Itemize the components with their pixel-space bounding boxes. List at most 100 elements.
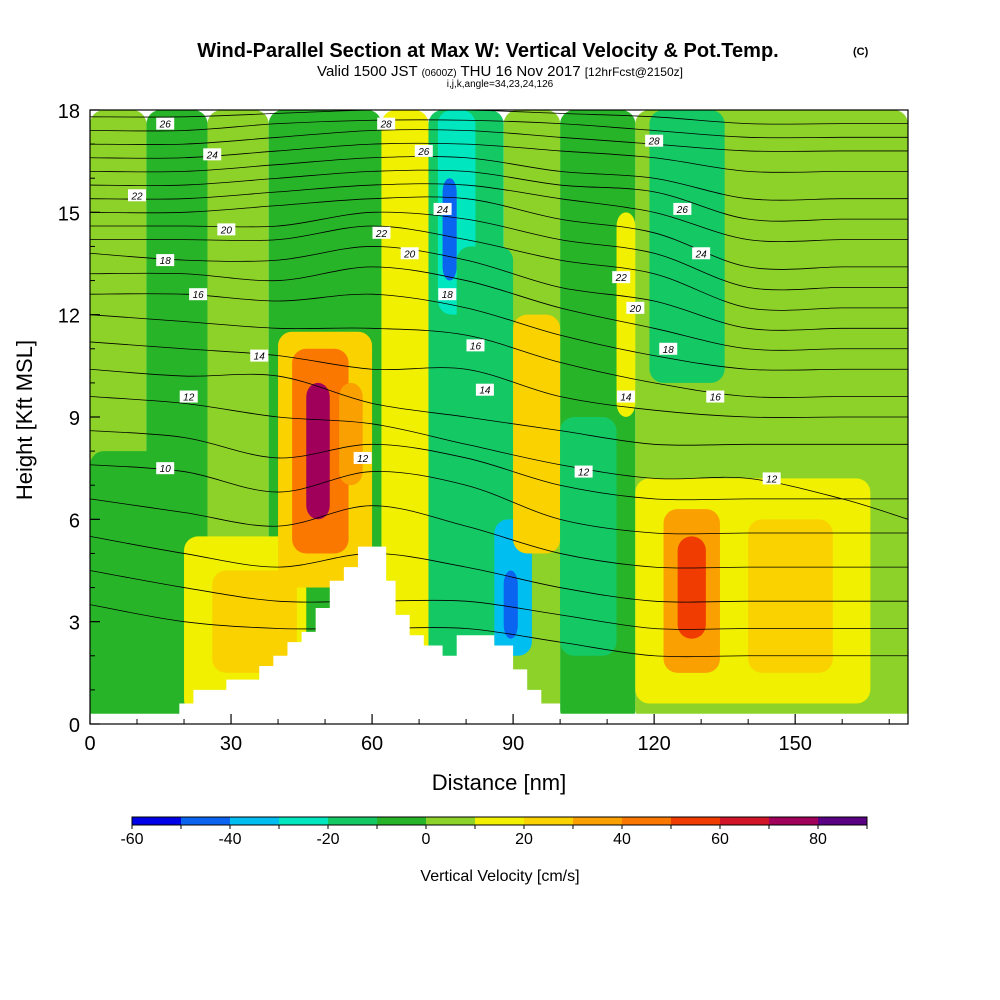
svg-text:12: 12: [766, 474, 778, 485]
x-tick-label: 90: [502, 733, 524, 755]
contour-label: 14: [250, 349, 269, 363]
theta-contour: [90, 196, 908, 270]
theta-contour: [90, 169, 908, 222]
y-tick-label: 0: [69, 715, 80, 737]
valid-time: Valid 1500 JST (0600Z) THU 16 Nov 2017 […: [317, 63, 683, 80]
svg-text:16: 16: [193, 290, 205, 301]
colorbar-swatch: [818, 817, 867, 825]
theta-contour: [90, 498, 908, 569]
theta-contour: [90, 535, 908, 603]
theta-contour: [90, 293, 908, 371]
colorbar-label: Vertical Velocity [cm/s]: [420, 868, 579, 885]
svg-text:22: 22: [375, 229, 388, 240]
svg-text:14: 14: [479, 386, 491, 397]
svg-text:16: 16: [470, 341, 482, 352]
colorbar-swatch: [671, 817, 720, 825]
theta-contour: [90, 110, 908, 125]
svg-text:26: 26: [417, 147, 430, 158]
svg-text:20: 20: [220, 225, 233, 236]
svg-text:24: 24: [436, 205, 449, 216]
x-tick-label: 60: [361, 733, 383, 755]
contour-labels: 26 24 22 20 18 16 14 12 10 28 26 24 22 20 18 16 14 12 12 22…: [128, 117, 781, 485]
colorbar: -60 -40 -20 0 20 40 60 80: [120, 816, 868, 848]
velocity-cell: [560, 417, 617, 656]
colorbar-swatch: [524, 817, 573, 825]
contour-label: 12: [353, 451, 372, 465]
x-tick-label: 30: [220, 733, 242, 755]
theta-contour: [90, 246, 908, 331]
forecast-tag: [12hrFcst@2150z]: [585, 65, 683, 79]
svg-text:14: 14: [620, 393, 632, 404]
colorbar-swatch: [769, 817, 818, 825]
colorbar-tick-label: 60: [711, 831, 729, 848]
contour-label: 10: [156, 462, 175, 475]
contour-label: 12: [179, 390, 198, 404]
contour-label: 26: [156, 117, 175, 131]
svg-text:28: 28: [380, 120, 393, 131]
svg-text:10: 10: [160, 464, 172, 475]
contour-label: 24: [692, 247, 711, 260]
plot-area: 26 24 22 20 18 16 14 12 10 28 26 24 22 20 18 16 14 12 12 22…: [90, 110, 908, 724]
velocity-cell: [90, 451, 185, 724]
title-units: (C): [853, 46, 869, 58]
y-tick-label: 6: [69, 510, 80, 532]
svg-text:20: 20: [629, 304, 642, 315]
contour-label: 16: [706, 390, 725, 404]
x-axis: 0 30 60 90 120 150: [84, 714, 890, 755]
colorbar-tick-label: 20: [515, 831, 533, 848]
contour-label: 26: [673, 202, 692, 216]
contour-label: 28: [377, 117, 396, 131]
velocity-field: [90, 110, 908, 724]
colorbar-tick-label: -40: [218, 831, 241, 848]
velocity-cell: [649, 110, 725, 383]
theta-contour: [90, 368, 908, 446]
svg-text:18: 18: [663, 345, 675, 356]
contour-label: 28: [645, 134, 664, 148]
contour-label: 14: [475, 383, 494, 397]
y-tick-label: 15: [58, 203, 80, 225]
theta-contour: [90, 314, 908, 398]
contour-label: 18: [156, 254, 175, 267]
contour-label: 24: [433, 202, 452, 216]
colorbar-frame: [131, 816, 868, 826]
x-tick-label: 0: [84, 733, 95, 755]
theta-contour: [90, 341, 908, 418]
svg-text:26: 26: [159, 120, 172, 131]
colorbar-swatch: [279, 817, 328, 825]
velocity-cell: [381, 110, 429, 724]
colorbar-tick-label: -60: [120, 831, 143, 848]
contour-label: 24: [203, 148, 222, 161]
colorbar-swatch: [475, 817, 524, 825]
colorbar-swatch: [230, 817, 279, 825]
colorbar-tick-label: 40: [613, 831, 631, 848]
theta-contour: [90, 156, 908, 201]
contour-label: 16: [189, 288, 208, 301]
x-axis-label: Distance [nm]: [432, 770, 567, 795]
svg-text:12: 12: [183, 393, 195, 404]
y-tick-label: 3: [69, 613, 80, 635]
contour-label: 16: [466, 339, 485, 352]
velocity-cell: [503, 570, 518, 639]
contour-label: 22: [372, 226, 391, 240]
svg-text:24: 24: [206, 150, 219, 161]
theta-contour: [90, 604, 908, 658]
colorbar-swatch: [426, 817, 475, 825]
theta-contour: [90, 119, 908, 139]
y-axis-label: Height [Kft MSL]: [12, 340, 37, 500]
colorbar-swatch: [328, 817, 377, 825]
contour-label: 12: [762, 472, 781, 485]
theta-contour: [90, 266, 908, 351]
contour-label: 20: [217, 223, 236, 236]
svg-text:26: 26: [676, 205, 689, 216]
colorbar-swatch: [132, 817, 181, 825]
velocity-cell: [513, 314, 561, 554]
theta-contour: [90, 183, 908, 243]
svg-text:14: 14: [254, 352, 266, 363]
velocity-cell: [339, 382, 363, 486]
contour-label: 20: [626, 301, 645, 315]
contour-label: 20: [400, 247, 419, 260]
title-block: Wind-Parallel Section at Max W: Vertical…: [197, 40, 868, 90]
colorbar-swatch: [573, 817, 622, 825]
contour-label: 22: [128, 189, 147, 202]
